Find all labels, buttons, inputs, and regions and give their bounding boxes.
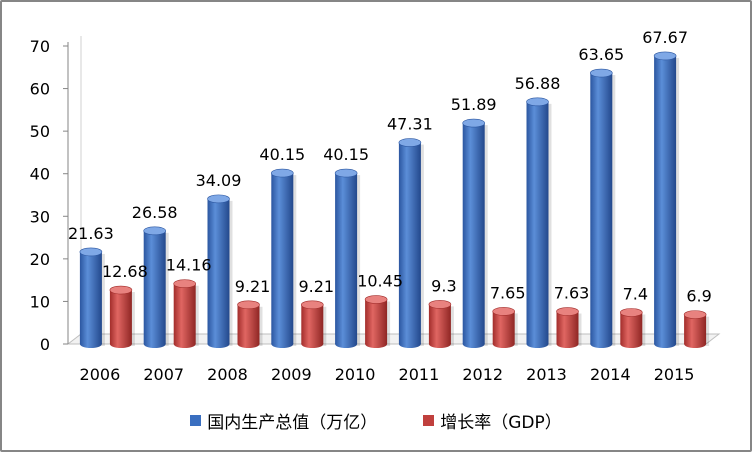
bar-growth-2007 [173,279,199,348]
bar-growth-2010 [364,295,391,348]
data-label-growth: 10.45 [357,272,403,291]
bar-growth-2009 [300,300,327,348]
bar-gdp-2007 [143,226,169,348]
bar-growth-2015 [683,310,710,348]
data-label-gdp: 56.88 [515,74,561,93]
bar-growth-2012 [492,307,518,348]
x-tick-label: 2010 [335,365,376,384]
bar-gdp-2008 [207,194,233,348]
y-tick-label: 70 [30,37,50,56]
data-label-gdp: 40.15 [323,145,369,164]
data-label-growth: 6.9 [686,287,711,306]
x-tick-label: 2009 [271,365,312,384]
bar-gdp-2014 [589,68,616,348]
bar-gdp-2010 [334,168,361,348]
y-tick-label: 60 [30,80,50,99]
bar-growth-2014 [619,308,646,348]
x-tick-label: 2012 [462,365,503,384]
legend-swatch-growth [423,415,435,426]
bar-gdp-2006 [79,247,105,348]
legend-label-gdp: 国内生产总值（万亿） [207,413,378,433]
y-tick-label: 0 [40,335,50,354]
bar-growth-2008 [237,300,263,348]
data-label-growth: 9.3 [431,276,456,295]
y-tick-label: 20 [30,250,50,269]
bar-growth-2011 [428,300,454,348]
legend-item-growth: 增长率（GDP） [423,408,562,433]
data-label-gdp: 40.15 [259,145,305,164]
x-tick-label: 2013 [526,365,567,384]
data-label-gdp: 21.63 [68,224,114,243]
bar-gdp-2012 [462,118,488,348]
data-label-growth: 9.21 [235,277,271,296]
data-label-growth: 7.4 [623,284,648,303]
data-label-growth: 7.63 [554,284,590,303]
data-label-gdp: 63.65 [578,45,624,64]
legend-swatch-gdp [190,415,202,426]
x-tick-label: 2014 [590,365,631,384]
data-label-gdp: 34.09 [196,171,242,190]
legend-item-gdp: 国内生产总值（万亿） [190,408,377,433]
bar-gdp-2011 [398,138,424,348]
legend-label-growth: 增长率（GDP） [440,413,562,433]
y-tick-label: 40 [30,165,50,184]
data-label-growth: 7.65 [490,283,526,302]
data-label-gdp: 51.89 [451,95,497,114]
x-tick-label: 2007 [143,365,184,384]
bar-growth-2013 [556,307,582,348]
data-label-gdp: 47.31 [387,115,433,134]
y-tick-label: 50 [30,122,50,141]
data-label-gdp: 26.58 [132,203,178,222]
data-label-growth: 12.68 [102,262,148,281]
data-label-growth: 9.21 [298,277,334,296]
x-tick-label: 2006 [80,365,121,384]
data-label-gdp: 67.67 [642,28,688,47]
bar-gdp-2015 [653,51,680,348]
x-tick-label: 2015 [654,365,695,384]
y-tick-label: 30 [30,207,50,226]
x-tick-label: 2011 [399,365,440,384]
y-tick-label: 10 [30,292,50,311]
x-tick-label: 2008 [207,365,248,384]
legend: 国内生产总值（万亿） 增长率（GDP） [0,408,752,433]
bar-growth-2006 [109,285,135,348]
data-label-growth: 14.16 [166,256,212,275]
bar-gdp-2009 [270,168,297,348]
gdp-chart: 0 10 20 30 40 50 60 70 2006 21.63 12.68 2007 26.58 1… [30,28,721,384]
bar-gdp-2013 [526,97,552,348]
